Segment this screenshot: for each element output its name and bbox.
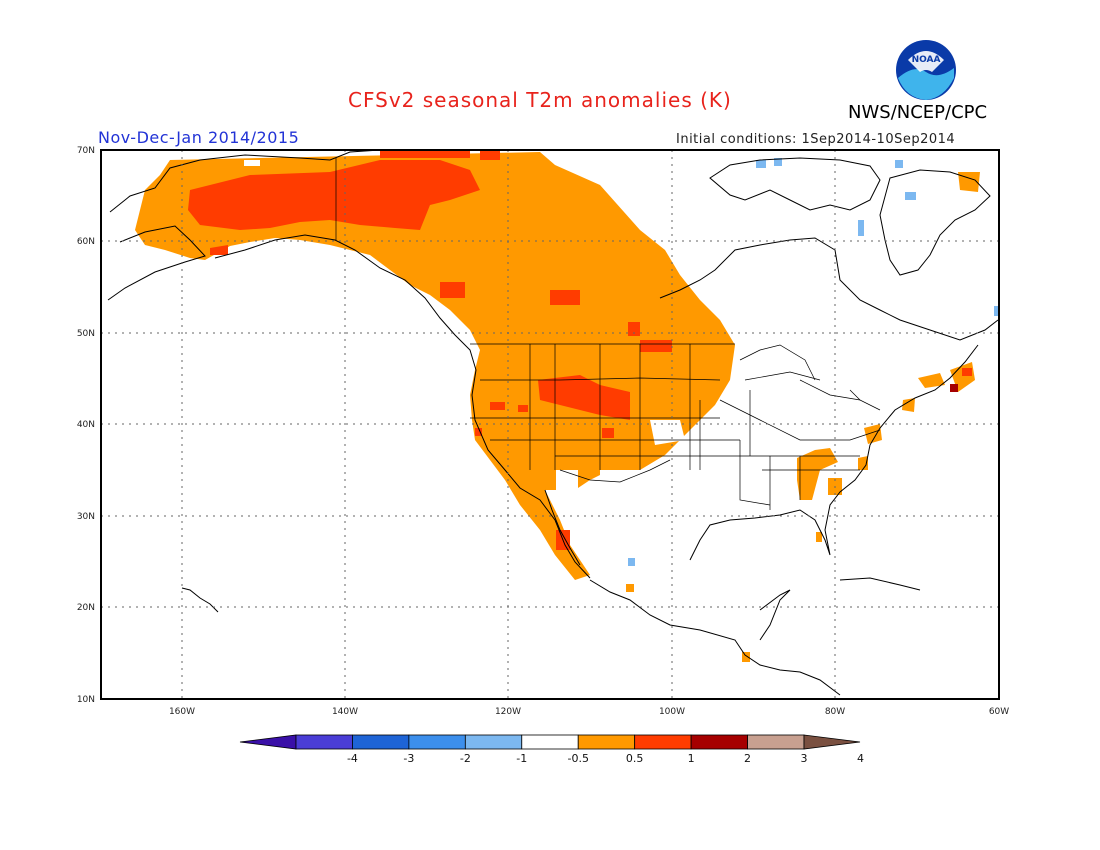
- colorbar-label: 2: [744, 752, 751, 765]
- anomaly-layer-1-2: [188, 150, 972, 550]
- noaa-logo: NOAA: [894, 38, 958, 106]
- anomaly-layer-2-3: [950, 384, 958, 392]
- map-frame: [100, 149, 1000, 700]
- colorbar-arrow-low: [239, 734, 297, 750]
- colorbar-swatch: [295, 734, 353, 750]
- colorbar-label: 4: [857, 752, 864, 765]
- graticule: [101, 150, 999, 699]
- lat-label: 50N: [77, 329, 95, 339]
- lat-label: 30N: [77, 512, 95, 522]
- political-boundaries: [335, 158, 881, 510]
- colorbar-label: 3: [801, 752, 808, 765]
- colorbar-swatch: [352, 734, 410, 750]
- lon-label: 100W: [659, 707, 685, 717]
- lat-labels: 70N 60N 50N 40N 30N 20N 10N: [77, 146, 95, 705]
- initial-conditions-label: Initial conditions: 1Sep2014-10Sep2014: [676, 132, 956, 147]
- colorbar-label: 0.5: [626, 752, 644, 765]
- colorbar-swatch: [464, 734, 523, 750]
- lat-label: 10N: [77, 695, 95, 705]
- colorbar-arrow-high: [803, 734, 861, 750]
- colorbar-label: -0.5: [567, 752, 588, 765]
- colorbar-swatch: [747, 734, 805, 750]
- lat-label: 20N: [77, 603, 95, 613]
- agency-label: NWS/NCEP/CPC: [848, 102, 988, 123]
- period-label: Nov-Dec-Jan 2014/2015: [98, 128, 300, 147]
- lon-label: 160W: [169, 707, 195, 717]
- lon-label: 120W: [495, 707, 521, 717]
- colorbar-swatch: [577, 734, 636, 750]
- logo-text: NOAA: [912, 55, 941, 65]
- anomaly-shading: [135, 150, 999, 662]
- lat-label: 40N: [77, 420, 95, 430]
- lat-label: 70N: [77, 146, 95, 156]
- colorbar-label: -1: [516, 752, 527, 765]
- lat-label: 60N: [77, 237, 95, 247]
- anomaly-layer-neg-0-5: [628, 158, 999, 566]
- lon-label: 140W: [332, 707, 358, 717]
- neutral-holes: [244, 160, 685, 500]
- lon-labels: 160W 140W 120W 100W 80W 60W: [169, 707, 1009, 717]
- colorbar-label: -4: [347, 752, 358, 765]
- colorbar-swatch: [634, 734, 692, 750]
- lon-label: 60W: [989, 707, 1009, 717]
- colorbar-label: -3: [403, 752, 414, 765]
- colorbar-swatch: [690, 734, 748, 750]
- colorbar-swatch: [521, 734, 579, 750]
- map-title: CFSv2 seasonal T2m anomalies (K): [348, 88, 732, 112]
- colorbar: -4 -3 -2 -1 -0.5 0.5 1 2 3 4: [239, 734, 864, 765]
- colorbar-label: 1: [688, 752, 695, 765]
- colorbar-label: -2: [460, 752, 471, 765]
- colorbar-swatch: [408, 734, 466, 750]
- lon-label: 80W: [825, 707, 845, 717]
